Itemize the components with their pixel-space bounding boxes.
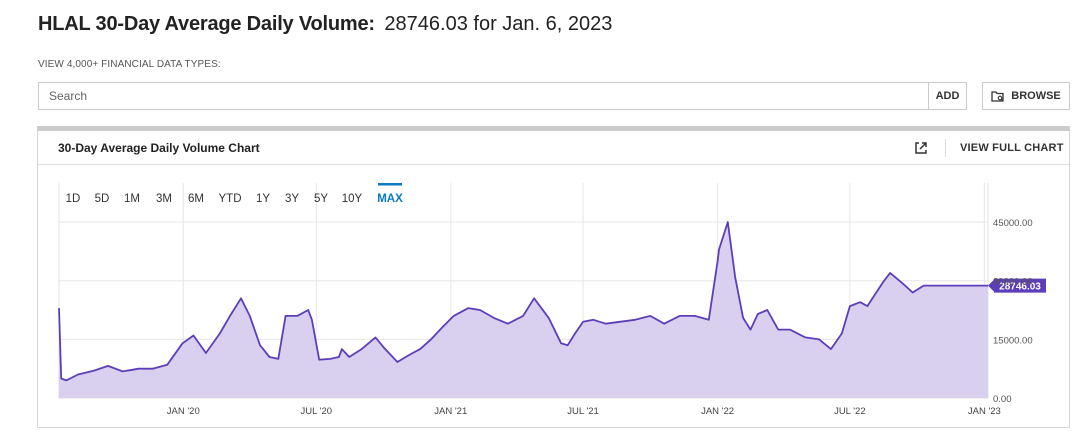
header-divider (945, 139, 946, 157)
x-tick-label: JAN '20 (167, 406, 200, 417)
range-button-10y[interactable]: 10Y (342, 193, 363, 205)
range-button-1m[interactable]: 1M (124, 193, 140, 205)
external-link-icon[interactable] (913, 140, 929, 156)
range-button-3y[interactable]: 3Y (285, 193, 299, 205)
x-tick-label: JAN '21 (434, 406, 467, 417)
add-button[interactable]: ADD (928, 83, 966, 109)
page-title: HLAL 30-Day Average Daily Volume: 28746.… (38, 13, 612, 36)
data-types-link[interactable]: VIEW 4,000+ FINANCIAL DATA TYPES: (38, 59, 221, 70)
last-value-box (994, 278, 1046, 293)
x-tick-label: JUL '20 (301, 406, 333, 417)
search-input[interactable] (39, 83, 929, 109)
chart-panel: 30-Day Average Daily Volume Chart VIEW F… (37, 126, 1070, 428)
range-button-ytd[interactable]: YTD (219, 193, 242, 205)
title-label: HLAL 30-Day Average Daily Volume: (38, 13, 375, 35)
series-line (58, 221, 988, 382)
title-value: 28746.03 for Jan. 6, 2023 (384, 13, 613, 35)
search-box: ADD (38, 82, 967, 110)
y-tick-label: 15000.00 (993, 335, 1033, 346)
folder-search-icon (991, 90, 1004, 102)
view-full-chart-link[interactable]: VIEW FULL CHART (960, 142, 1064, 154)
last-value-label: 28746.03 (999, 282, 1041, 293)
chart-panel-header: 30-Day Average Daily Volume Chart VIEW F… (38, 131, 1069, 165)
x-tick-label: JAN '22 (701, 406, 734, 417)
range-button-1y[interactable]: 1Y (256, 193, 270, 205)
range-button-5y[interactable]: 5Y (314, 193, 328, 205)
x-tick-label: JUL '21 (567, 406, 599, 417)
y-tick-label: 45000.00 (993, 218, 1033, 229)
last-value-pointer (988, 279, 994, 292)
x-tick-label: JAN '23 (968, 406, 1001, 417)
y-tick-label: 0.00 (993, 394, 1012, 405)
series-area (59, 222, 988, 398)
range-button-1d[interactable]: 1D (66, 193, 81, 205)
range-selected-indicator (378, 183, 402, 186)
range-button-3m[interactable]: 3M (156, 193, 172, 205)
browse-button[interactable]: BROWSE (982, 82, 1070, 110)
range-button-max[interactable]: MAX (377, 193, 403, 205)
x-tick-label: JUL '22 (834, 406, 866, 417)
range-button-5d[interactable]: 5D (95, 193, 110, 205)
y-tick-label: 30000.00 (993, 277, 1033, 288)
browse-label: BROWSE (1011, 90, 1061, 102)
chart-panel-title: 30-Day Average Daily Volume Chart (58, 141, 260, 155)
range-button-6m[interactable]: 6M (188, 193, 204, 205)
